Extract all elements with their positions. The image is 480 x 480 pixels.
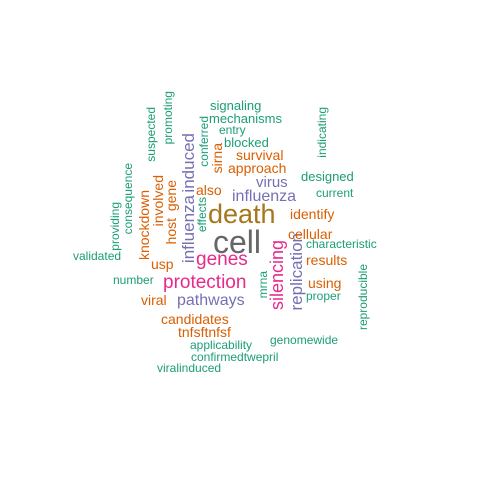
word-identify: identify — [290, 206, 335, 222]
word-viralinduced: viralinduced — [157, 361, 222, 375]
word-providing: providing — [108, 202, 122, 251]
word-proper: proper — [306, 289, 341, 303]
word-protection: protection — [163, 272, 247, 293]
word-blocked: blocked — [224, 135, 269, 150]
word-mrna: mrna — [256, 271, 270, 299]
word-signaling: signaling — [210, 98, 262, 113]
word-suspected: suspected — [144, 107, 158, 162]
word-consequence: consequence — [121, 163, 135, 235]
word-approach: approach — [228, 160, 287, 176]
word-cellular: cellular — [288, 226, 333, 242]
word-entry: entry — [219, 123, 246, 137]
word-survival: survival — [236, 147, 284, 163]
word-genomewide: genomewide — [270, 333, 339, 347]
word-cell: cell — [213, 224, 262, 260]
word-involved: involved — [150, 175, 166, 227]
word-indicating: indicating — [315, 107, 329, 158]
word-viral: viral — [141, 292, 167, 308]
word-effects: effects — [195, 197, 209, 233]
word-influenza-h: influenza — [232, 188, 297, 205]
word-virus: virus — [256, 174, 288, 191]
word-silencing: silencing — [267, 240, 287, 311]
word-promoting: promoting — [161, 91, 175, 145]
word-pathways: pathways — [177, 292, 245, 309]
word-sirna: sirna — [209, 143, 225, 174]
word-applicability: applicability — [190, 338, 253, 352]
word-replication: replication — [287, 233, 306, 311]
word-conferred: conferred — [197, 116, 211, 167]
word-confirmedtwepril: confirmedtwepril — [191, 350, 279, 364]
word-death: death — [208, 199, 276, 229]
word-knockdown: knockdown — [136, 190, 152, 261]
word-induced: induced — [179, 133, 198, 193]
word-usp: usp — [151, 256, 174, 272]
word-also: also — [196, 182, 222, 198]
word-gene: gene — [163, 180, 179, 212]
word-genes: genes — [196, 249, 248, 270]
word-candidates: candidates — [161, 311, 229, 327]
word-tnfsftnfsf: tnfsftnfsf — [178, 324, 231, 340]
word-using: using — [308, 275, 342, 291]
word-host: host — [163, 218, 179, 245]
word-designed: designed — [301, 169, 354, 184]
word-validated: validated — [73, 249, 122, 263]
word-reproducible: reproducible — [356, 264, 370, 331]
word-mechanisms: mechanisms — [209, 111, 282, 126]
word-current: current — [316, 186, 354, 200]
word-results: results — [306, 252, 348, 268]
word-number: number — [113, 273, 154, 287]
word-characteristic: characteristic — [306, 237, 377, 251]
